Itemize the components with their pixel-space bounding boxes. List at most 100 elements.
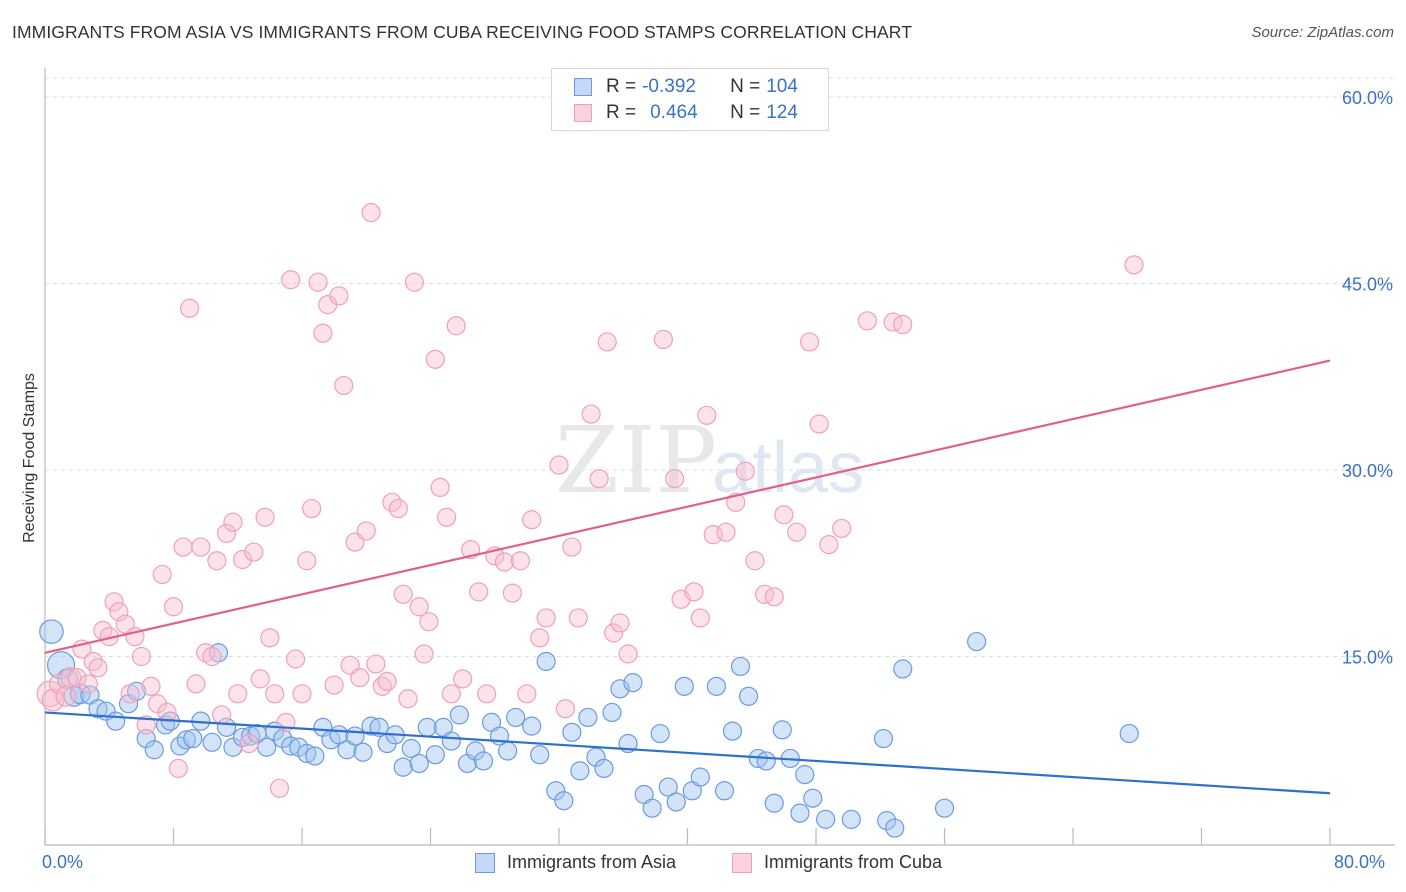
legend-r-value-cuba: 0.464 xyxy=(650,102,698,123)
data-point xyxy=(809,414,829,434)
data-point xyxy=(684,582,704,602)
data-point xyxy=(642,798,662,818)
data-point xyxy=(120,684,140,704)
y-axis-label: Receiving Food Stamps xyxy=(21,373,38,543)
data-point xyxy=(604,623,624,643)
watermark-zip: ZIP xyxy=(555,407,717,514)
data-point xyxy=(536,608,556,628)
legend-row-cuba: R = 0.464 N = 124 xyxy=(574,101,798,125)
data-point xyxy=(329,286,349,306)
legend-r-label: R = xyxy=(606,76,637,97)
data-point xyxy=(449,705,470,725)
data-point xyxy=(212,705,232,725)
data-point xyxy=(735,461,755,481)
data-point xyxy=(730,656,751,677)
data-point xyxy=(401,738,421,759)
data-point xyxy=(67,668,87,688)
data-point xyxy=(562,537,582,557)
data-point xyxy=(377,671,397,691)
data-point xyxy=(650,723,670,744)
data-point xyxy=(586,747,606,767)
data-point xyxy=(774,505,794,525)
data-point xyxy=(398,689,418,709)
data-point xyxy=(498,741,518,761)
data-point xyxy=(388,498,408,519)
data-point xyxy=(186,674,206,694)
data-point xyxy=(764,793,784,813)
data-point xyxy=(168,758,188,779)
data-point xyxy=(738,686,759,706)
data-point xyxy=(393,757,413,777)
data-point xyxy=(706,676,727,696)
data-point xyxy=(297,743,317,764)
data-point xyxy=(745,551,765,571)
data-point xyxy=(666,792,686,812)
data-point xyxy=(131,646,151,667)
data-point xyxy=(430,477,450,498)
data-point xyxy=(446,316,466,336)
data-point xyxy=(697,405,717,425)
legend-item-asia[interactable]: Immigrants from Asia xyxy=(475,852,676,873)
data-point xyxy=(141,676,161,696)
data-point xyxy=(78,674,98,694)
legend-swatch-cuba xyxy=(732,852,752,873)
data-point xyxy=(690,767,710,787)
series-asia xyxy=(39,619,1139,838)
data-points xyxy=(36,203,1144,838)
data-point xyxy=(764,587,784,607)
data-point xyxy=(41,688,65,712)
data-point xyxy=(324,675,344,695)
data-point xyxy=(536,651,556,672)
data-point xyxy=(109,602,129,622)
data-point xyxy=(144,740,164,760)
data-point xyxy=(756,751,776,771)
data-point xyxy=(179,298,200,318)
chart-title: IMMIGRANTS FROM ASIA VS IMMIGRANTS FROM … xyxy=(12,22,913,42)
data-point xyxy=(522,716,542,736)
data-point xyxy=(494,552,514,572)
data-point xyxy=(369,717,389,737)
data-point xyxy=(366,654,386,674)
data-point xyxy=(176,730,196,750)
y-tick-label: 60.0% xyxy=(1342,88,1393,108)
legend-label-asia: Immigrants from Asia xyxy=(507,852,677,872)
data-point xyxy=(530,628,550,648)
data-point xyxy=(832,518,852,539)
data-point xyxy=(1119,723,1139,744)
axes xyxy=(44,68,1395,846)
data-point xyxy=(269,778,290,798)
y-tick-label: 45.0% xyxy=(1342,275,1393,295)
data-point xyxy=(885,818,905,838)
data-point xyxy=(157,702,177,723)
data-point xyxy=(244,542,264,562)
data-point xyxy=(589,469,609,489)
data-point xyxy=(546,781,566,801)
data-point xyxy=(530,745,550,765)
data-point xyxy=(893,314,913,335)
data-point xyxy=(790,803,810,823)
data-point xyxy=(281,736,301,756)
x-tick-label-max: 80.0% xyxy=(1334,852,1386,872)
data-point xyxy=(441,731,461,751)
data-point xyxy=(152,564,172,585)
trend-line-asia xyxy=(44,711,1331,795)
data-point xyxy=(334,375,354,396)
data-point xyxy=(361,203,381,223)
data-point xyxy=(356,521,376,541)
data-point xyxy=(602,702,622,723)
data-point xyxy=(803,788,823,808)
y-tick-label: 15.0% xyxy=(1342,648,1393,668)
data-point xyxy=(255,507,275,527)
data-point xyxy=(106,711,126,731)
data-point xyxy=(60,667,82,689)
data-point xyxy=(232,549,253,570)
legend-item-cuba[interactable]: Immigrants from Cuba xyxy=(732,852,942,873)
data-point xyxy=(88,699,108,719)
data-point xyxy=(202,646,222,667)
trend-line-cuba xyxy=(44,359,1331,654)
data-point xyxy=(714,781,735,801)
data-point xyxy=(506,707,526,728)
data-point xyxy=(610,613,630,633)
data-point xyxy=(292,684,312,704)
data-point xyxy=(273,728,293,749)
